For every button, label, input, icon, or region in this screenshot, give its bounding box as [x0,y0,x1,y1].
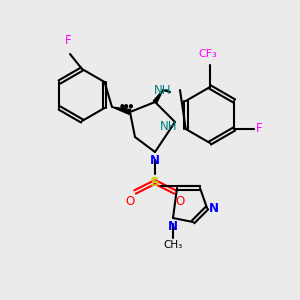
Text: S: S [150,176,160,188]
Text: O: O [125,195,135,208]
Text: NH: NH [154,83,172,97]
Text: NH: NH [160,119,178,133]
Text: N: N [168,220,178,233]
Text: CF₃: CF₃ [199,49,218,59]
Text: N: N [150,154,160,167]
Polygon shape [153,90,163,103]
Polygon shape [112,107,131,114]
Text: F: F [256,122,263,136]
Text: N: N [209,202,219,214]
Text: O: O [176,195,184,208]
Text: F: F [65,34,71,47]
Text: ●●●: ●●● [120,103,134,109]
Text: CH₃: CH₃ [164,240,183,250]
